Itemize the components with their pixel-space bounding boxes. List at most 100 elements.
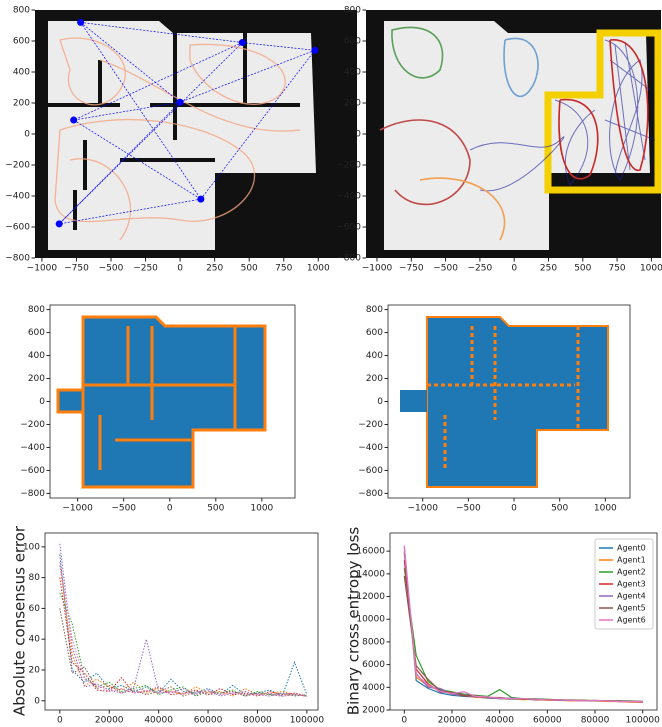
- x-tick-label: 250: [206, 264, 223, 274]
- y-axis-label: Absolute consensus error: [11, 525, 29, 716]
- y-tick-label: 14000: [356, 569, 385, 579]
- y-tick-label: 80: [29, 573, 41, 583]
- x-tick-label: −500: [456, 504, 481, 514]
- node: [197, 196, 204, 203]
- x-tick-label: 500: [207, 504, 224, 514]
- x-tick-label: −1000: [62, 504, 93, 514]
- x-tick-label: 100000: [626, 716, 661, 726]
- x-tick-label: −1000: [362, 264, 393, 274]
- y-tick-label: 6000: [362, 660, 385, 670]
- x-tick-label: 750: [275, 264, 292, 274]
- y-tick-label: 12000: [356, 592, 385, 602]
- y-tick-label: 400: [13, 68, 30, 78]
- x-tick-label: −750: [399, 264, 424, 274]
- x-tick-label: −750: [64, 264, 89, 274]
- x-tick-label: 0: [167, 504, 173, 514]
- y-tick-label: 400: [366, 351, 383, 361]
- y-tick-label: 10000: [356, 615, 385, 625]
- y-tick-label: −200: [5, 161, 30, 171]
- y-tick-label: 0: [24, 130, 30, 140]
- page: {"chart_data": [ {"type": "map", "xlim":…: [0, 0, 662, 727]
- y-tick-label: 800: [28, 305, 45, 315]
- x-tick-label: 0: [511, 264, 517, 274]
- series-line: [60, 555, 307, 697]
- y-tick-label: 600: [344, 37, 361, 47]
- x-tick-label: 0: [57, 716, 63, 726]
- x-tick-label: −500: [99, 264, 124, 274]
- y-tick-label: 200: [13, 99, 30, 109]
- figure: Absolute consensus error Binary cross en…: [0, 0, 662, 727]
- legend-label: Agent0: [617, 544, 646, 553]
- x-tick-label: 60000: [194, 716, 223, 726]
- y-tick-label: 200: [366, 374, 383, 384]
- node: [56, 220, 63, 227]
- node: [177, 99, 184, 106]
- series-line: [60, 562, 307, 696]
- x-tick-label: −500: [433, 264, 458, 274]
- y-tick-label: −800: [20, 489, 45, 499]
- y-tick-label: −600: [5, 223, 30, 233]
- x-tick-label: −250: [133, 264, 158, 274]
- y-tick-label: 0: [377, 397, 383, 407]
- y-tick-label: −800: [5, 254, 30, 264]
- y-tick-label: −600: [20, 466, 45, 476]
- y-tick-label: 60: [29, 604, 41, 614]
- y-tick-label: −200: [336, 161, 361, 171]
- y-tick-label: 600: [28, 328, 45, 338]
- map-background: [35, 10, 357, 258]
- x-tick-label: 80000: [243, 716, 272, 726]
- legend-label: Agent5: [617, 604, 646, 613]
- legend-label: Agent4: [617, 592, 646, 601]
- y-tick-label: 200: [28, 374, 45, 384]
- y-tick-label: 2000: [362, 706, 385, 716]
- x-tick-label: 1000: [307, 264, 330, 274]
- scatter-cloud: [58, 317, 265, 487]
- y-tick-label: 800: [13, 6, 30, 16]
- y-tick-label: 600: [13, 37, 30, 47]
- series-line: [60, 565, 307, 696]
- y-tick-label: 4000: [362, 683, 385, 693]
- x-tick-label: 100000: [290, 716, 325, 726]
- y-tick-label: 400: [344, 68, 361, 78]
- y-tick-label: −600: [336, 223, 361, 233]
- x-tick-label: 0: [177, 264, 183, 274]
- y-tick-label: 0: [39, 397, 45, 407]
- y-tick-label: −200: [20, 420, 45, 430]
- series-line: [60, 544, 307, 696]
- legend-label: Agent1: [617, 556, 646, 565]
- x-tick-label: 40000: [485, 716, 514, 726]
- x-tick-label: 1000: [640, 264, 662, 274]
- node: [70, 117, 77, 124]
- scatter-cloud: [400, 317, 608, 487]
- x-tick-label: 0: [401, 716, 407, 726]
- x-tick-label: 20000: [95, 716, 124, 726]
- plot-frame: [45, 533, 318, 710]
- series-line: [60, 593, 307, 696]
- y-tick-label: 20: [29, 665, 41, 675]
- x-tick-label: 80000: [581, 716, 610, 726]
- y-tick-label: 100: [23, 542, 40, 552]
- y-tick-label: −400: [5, 192, 30, 202]
- x-tick-label: 500: [551, 504, 568, 514]
- y-tick-label: 0: [34, 696, 40, 706]
- x-tick-label: 500: [574, 264, 591, 274]
- x-tick-label: 750: [608, 264, 625, 274]
- y-tick-label: −200: [358, 420, 383, 430]
- y-tick-label: −400: [336, 192, 361, 202]
- y-tick-label: 600: [366, 328, 383, 338]
- x-tick-label: −1000: [27, 264, 58, 274]
- node: [239, 39, 246, 46]
- series-line: [60, 578, 307, 697]
- y-tick-label: 0: [355, 130, 361, 140]
- y-tick-label: −800: [336, 254, 361, 264]
- x-tick-label: 20000: [438, 716, 467, 726]
- y-tick-label: 800: [366, 305, 383, 315]
- x-tick-label: 1000: [250, 504, 273, 514]
- series-line: [60, 608, 307, 696]
- x-tick-label: 40000: [144, 716, 173, 726]
- y-tick-label: 200: [344, 99, 361, 109]
- x-tick-label: 1000: [594, 504, 617, 514]
- legend-label: Agent3: [617, 580, 646, 589]
- y-tick-label: −400: [20, 443, 45, 453]
- map-background: [366, 10, 661, 258]
